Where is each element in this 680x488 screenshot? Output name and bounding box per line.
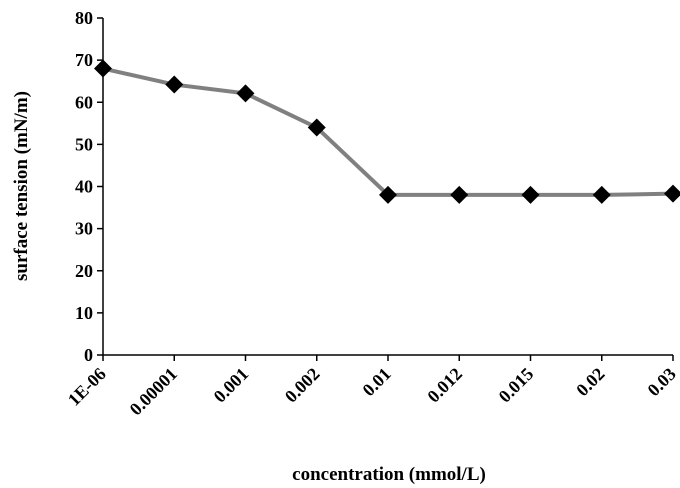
data-point-marker bbox=[592, 185, 611, 204]
x-axis-title: concentration (mmol/L) bbox=[292, 464, 486, 485]
y-axis-title: surface tension (mN/m) bbox=[11, 91, 32, 281]
data-point-marker bbox=[379, 185, 397, 204]
y-tick-label: 30 bbox=[75, 219, 93, 239]
x-tick-label: 0.002 bbox=[281, 364, 324, 407]
y-tick-label: 10 bbox=[75, 303, 93, 323]
y-tick-label: 40 bbox=[75, 177, 93, 197]
x-tick-label: 0.012 bbox=[423, 364, 466, 407]
y-tick-label: 60 bbox=[75, 92, 93, 112]
data-point-marker bbox=[165, 75, 184, 94]
data-point-marker bbox=[94, 59, 112, 78]
y-tick-label: 70 bbox=[75, 50, 93, 70]
y-axis: 0 10 20 30 40 50 60 70 80 bbox=[75, 8, 104, 365]
data-point-marker bbox=[236, 84, 255, 103]
x-axis: 1E-06 0.00001 0.001 0.002 0.01 0.012 0.015 0.02… bbox=[64, 354, 680, 420]
x-tick-label: 0.00001 bbox=[126, 364, 182, 420]
data-point-marker bbox=[664, 184, 680, 203]
x-tick-label: 0.015 bbox=[495, 364, 538, 407]
x-tick-label: 0.001 bbox=[210, 364, 253, 407]
series-layer bbox=[94, 59, 680, 204]
data-point-marker bbox=[307, 118, 326, 137]
data-point-marker bbox=[450, 185, 469, 204]
y-tick-label: 0 bbox=[84, 345, 93, 365]
x-tick-label: 1E-06 bbox=[64, 364, 110, 410]
data-point-marker bbox=[521, 185, 540, 204]
series-line bbox=[102, 66, 674, 197]
y-tick-label: 20 bbox=[75, 261, 93, 281]
x-tick-label: 0.03 bbox=[643, 364, 679, 400]
x-tick-label: 0.02 bbox=[572, 364, 608, 400]
y-tick-label: 50 bbox=[75, 134, 93, 154]
y-tick-label: 80 bbox=[75, 8, 93, 28]
x-tick-label: 0.01 bbox=[358, 364, 394, 400]
